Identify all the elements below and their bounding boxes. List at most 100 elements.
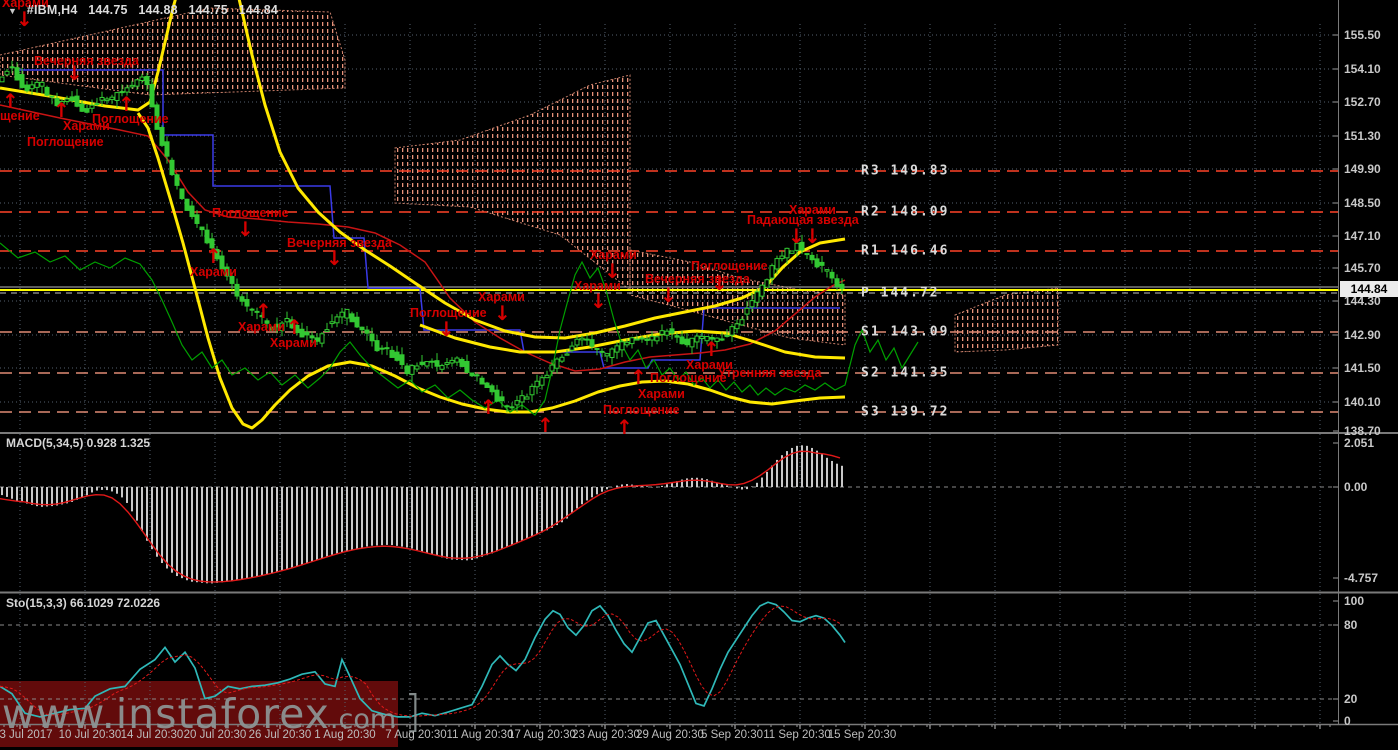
candle-body: [749, 300, 755, 308]
candle-body: [759, 284, 765, 297]
macd-indicator-label: MACD(5,34,5) 0.928 1.325: [6, 436, 151, 450]
price-axis-label: 147.10: [1344, 229, 1381, 243]
pattern-arrow-down-icon: ↓: [804, 224, 821, 248]
candle-body: [164, 141, 170, 157]
time-axis-label: 26 Jul 20:30: [248, 729, 312, 741]
price-axis-label: 148.50: [1344, 196, 1381, 210]
candle-body: [504, 405, 510, 408]
candle-body: [539, 377, 545, 386]
candle-body: [729, 326, 735, 336]
candle-body: [199, 226, 205, 231]
candle-body: [789, 250, 795, 254]
candle-body: [764, 279, 770, 288]
price-axis-label: 145.70: [1344, 261, 1381, 275]
candle-body: [524, 396, 530, 400]
candle-body: [219, 255, 225, 270]
candle-body: [119, 91, 125, 94]
candle-body: [39, 81, 45, 87]
price-axis-label: 141.50: [1344, 361, 1381, 375]
macd-signal-line: [0, 450, 841, 583]
pattern-annotation: Харами: [270, 336, 317, 350]
price-axis-label: 149.90: [1344, 162, 1381, 176]
pivot-level-label: R3 149.83: [861, 163, 950, 179]
candle-body: [254, 310, 260, 313]
candle-body: [414, 365, 420, 370]
time-axis-label: 11 Sep 20:30: [763, 729, 831, 741]
pattern-annotation: Харами: [638, 387, 685, 401]
candle-body: [449, 359, 455, 364]
candle-body: [154, 104, 160, 130]
pattern-arrow-up-icon: ↑: [537, 413, 554, 437]
price-axis-label: 140.10: [1344, 395, 1381, 409]
pattern-annotation: Харами: [2, 0, 49, 10]
candle-body: [754, 291, 760, 303]
time-axis-label: 11 Aug 20:30: [446, 729, 514, 741]
candle-body: [739, 319, 745, 326]
dropdown-triangle-icon[interactable]: ▼: [8, 6, 18, 16]
candle-body: [784, 247, 790, 259]
candle-body: [494, 389, 500, 402]
candle-body: [74, 95, 80, 107]
candle-body: [314, 337, 320, 342]
candle-body: [674, 335, 680, 338]
candle-body: [54, 97, 60, 107]
ichimoku-cloud: [954, 287, 1059, 353]
candle-body: [604, 353, 610, 357]
pattern-annotation: Харами: [190, 265, 237, 279]
price-axis-label: 154.10: [1344, 62, 1381, 76]
ohlc-high: 144.88: [138, 3, 178, 17]
stochastic-indicator-label: Sto(15,3,3) 66.1029 72.0226: [6, 596, 161, 610]
time-axis-label: 1 Aug 20:30: [314, 729, 376, 741]
candle-body: [839, 283, 845, 290]
candle-body: [709, 336, 715, 340]
candle-body: [529, 385, 535, 396]
candle-body: [734, 323, 740, 330]
candle-body: [454, 357, 460, 363]
pivot-level-label: S2 141.35: [861, 365, 950, 381]
candle-body: [569, 345, 575, 351]
candle-body: [44, 86, 50, 96]
candle-body: [769, 265, 775, 279]
candle-body: [319, 333, 325, 344]
candle-body: [399, 354, 405, 366]
time-axis-label: 5 Sep 20:30: [700, 729, 764, 741]
candle-body: [19, 74, 25, 88]
pattern-arrow-up-icon: ↑: [118, 92, 135, 116]
candle-body: [599, 350, 605, 353]
candle-body: [269, 326, 275, 331]
candle-body: [79, 103, 85, 112]
time-axis-label: 29 Aug 20:30: [636, 729, 704, 741]
pattern-annotation: Вечерняя звезда: [645, 272, 751, 286]
pattern-arrow-down-icon: ↓: [660, 283, 677, 307]
time-axis-label: 3 Jul 2017: [0, 729, 53, 741]
candle-body: [379, 347, 385, 350]
time-axis-label: 17 Aug 20:30: [508, 729, 576, 741]
pattern-arrow-down-icon: ↓: [590, 289, 607, 313]
current-price-label: 144.84: [1340, 281, 1398, 297]
candle-body: [704, 336, 710, 342]
pattern-arrow-up-icon: ↑: [616, 415, 633, 439]
candle-body: [559, 356, 565, 362]
macd-axis-label: 2.051: [1344, 436, 1375, 450]
candle-body: [464, 360, 470, 373]
candle-body: [694, 335, 700, 343]
candle-body: [264, 320, 270, 324]
candle-body: [774, 258, 780, 270]
candle-body: [639, 337, 645, 340]
pattern-annotation: Поглощение: [27, 135, 104, 149]
candle-body: [329, 321, 335, 325]
pattern-arrow-up-icon: ↑: [286, 315, 303, 339]
pivot-level-label: S3 139.72: [861, 404, 950, 420]
pattern-annotation: Поглощение: [691, 259, 768, 273]
candle-body: [474, 374, 480, 377]
candle-body: [594, 347, 600, 350]
candle-body: [249, 308, 255, 311]
candle-body: [689, 337, 695, 348]
price-axis-label: 152.70: [1344, 95, 1381, 109]
candle-body: [624, 341, 630, 346]
candle-body: [429, 360, 435, 363]
instaforex-watermark: [ www.instaforex .com ]: [0, 681, 421, 747]
pattern-annotation: Харами: [478, 290, 525, 304]
candle-body: [814, 258, 820, 268]
